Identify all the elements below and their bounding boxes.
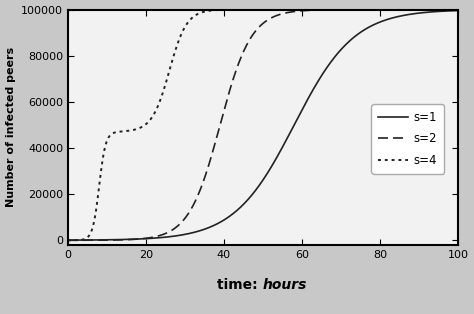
- Y-axis label: Number of infected peers: Number of infected peers: [6, 47, 16, 207]
- s=4: [85, 235, 91, 239]
- Line: s=1: s=1: [68, 11, 458, 240]
- s=2: [372, 8, 378, 11]
- s=1: [444, 9, 449, 13]
- s=2: [444, 8, 449, 11]
- s=2: [444, 8, 449, 11]
- s=4: [444, 8, 449, 11]
- s=1: [444, 9, 449, 13]
- Legend: s=1, s=2, s=4: s=1, s=2, s=4: [371, 104, 444, 174]
- s=2: [255, 27, 260, 30]
- Line: s=2: s=2: [68, 9, 458, 240]
- s=1: [255, 186, 260, 190]
- s=1: [245, 198, 250, 202]
- Text: time:: time:: [218, 278, 263, 292]
- s=2: [455, 8, 461, 11]
- s=1: [65, 238, 71, 242]
- s=4: [65, 238, 71, 242]
- s=4: [444, 8, 449, 11]
- s=4: [455, 8, 461, 11]
- s=1: [85, 238, 91, 242]
- s=2: [245, 42, 250, 46]
- s=2: [65, 238, 71, 242]
- s=4: [372, 8, 378, 11]
- s=1: [372, 22, 378, 26]
- s=4: [255, 8, 260, 11]
- s=4: [245, 8, 250, 11]
- s=4: [455, 8, 460, 11]
- s=2: [85, 238, 91, 242]
- s=1: [455, 9, 461, 13]
- Text: hours: hours: [263, 278, 307, 292]
- Line: s=4: s=4: [68, 9, 458, 240]
